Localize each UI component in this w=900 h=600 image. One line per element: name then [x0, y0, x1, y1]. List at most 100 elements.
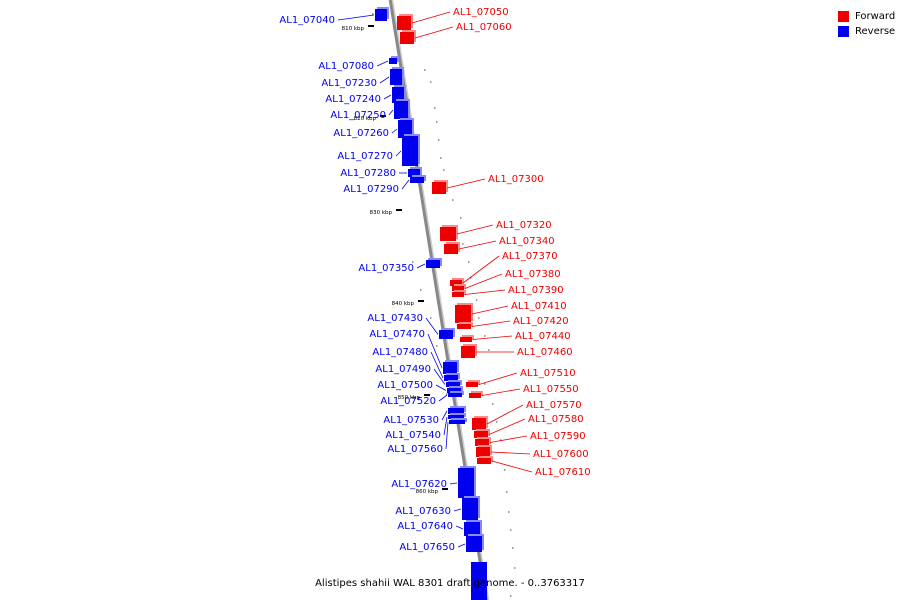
- tick-label: 850 kbp: [398, 395, 421, 401]
- reverse-gene-label: AL1_07290: [343, 184, 399, 195]
- forward-gene-label: AL1_07060: [456, 22, 512, 33]
- forward-gene: [397, 16, 411, 30]
- forward-connector: [486, 404, 524, 425]
- tick-mark: [380, 115, 386, 117]
- reverse-gene-label: AL1_07560: [387, 444, 443, 455]
- reverse-connector: [425, 317, 439, 335]
- reverse-connector: [443, 416, 448, 436]
- reverse-gene: [439, 330, 453, 339]
- reverse-connector: [445, 421, 449, 450]
- forward-gene-label: AL1_07340: [499, 236, 555, 247]
- reverse-gene: [448, 415, 464, 419]
- forward-gene: [455, 305, 471, 323]
- forward-connector: [478, 372, 518, 385]
- forward-gene: [452, 292, 464, 297]
- forward-gene: [457, 324, 471, 329]
- reverse-gene: [466, 536, 482, 552]
- tick-label: 860 kbp: [416, 489, 439, 495]
- tick-label: 810 kbp: [342, 26, 365, 32]
- reverse-gene: [410, 177, 424, 183]
- forward-connector: [414, 26, 454, 39]
- reverse-gene-label: AL1_07620: [391, 479, 447, 490]
- reverse-gene-label: AL1_07490: [375, 364, 431, 375]
- reverse-connector: [388, 109, 394, 116]
- forward-connector: [464, 289, 506, 295]
- reverse-gene: [426, 260, 440, 268]
- reverse-gene-label: AL1_07040: [279, 15, 335, 26]
- reverse-gene-label: AL1_07430: [367, 313, 423, 324]
- reverse-gene: [375, 9, 387, 21]
- forward-swatch: [838, 11, 849, 22]
- reverse-gene-label: AL1_07280: [340, 168, 396, 179]
- reverse-gene-label: AL1_07650: [399, 542, 455, 553]
- tick-mark: [442, 488, 448, 490]
- reverse-gene: [449, 420, 465, 424]
- reverse-swatch: [838, 26, 849, 37]
- reverse-gene-label: AL1_07520: [380, 396, 436, 407]
- reverse-connector: [441, 410, 448, 421]
- reverse-gene: [458, 468, 474, 498]
- reverse-gene: [448, 393, 462, 397]
- reverse-gene: [446, 382, 460, 387]
- forward-gene: [475, 439, 489, 446]
- reverse-gene-label: AL1_07540: [385, 430, 441, 441]
- forward-connector: [489, 435, 528, 443]
- reverse-connector: [438, 394, 448, 402]
- reverse-connector: [383, 94, 392, 100]
- genome-caption: Alistipes shahii WAL 8301 draft genome. …: [315, 578, 585, 589]
- forward-connector: [481, 388, 521, 396]
- forward-connector: [490, 451, 531, 455]
- reverse-gene-label: AL1_07230: [321, 78, 377, 89]
- reverse-connector: [416, 263, 426, 269]
- forward-connector: [462, 255, 500, 284]
- forward-gene: [432, 182, 446, 194]
- reverse-gene: [448, 408, 464, 414]
- forward-gene-label: AL1_07440: [515, 331, 571, 342]
- forward-gene-label: AL1_07600: [533, 449, 589, 460]
- forward-gene: [400, 32, 414, 44]
- forward-connector: [458, 240, 497, 250]
- forward-gene: [476, 447, 490, 457]
- reverse-connector: [430, 351, 444, 379]
- legend-label-forward: Forward: [855, 11, 896, 22]
- reverse-gene-label: AL1_07530: [383, 415, 439, 426]
- reverse-connector: [379, 76, 390, 84]
- forward-connector: [471, 305, 509, 315]
- reverse-gene-label: AL1_07470: [369, 329, 425, 340]
- reverse-gene-label: AL1_07080: [318, 61, 374, 72]
- reverse-gene: [464, 522, 480, 536]
- forward-gene-label: AL1_07050: [453, 7, 509, 18]
- reverse-connector: [337, 14, 375, 21]
- reverse-connector: [391, 128, 398, 134]
- reverse-gene-block: [471, 562, 487, 600]
- reverse-connector: [453, 508, 462, 512]
- forward-gene-label: AL1_07610: [535, 467, 591, 478]
- tick-label: 830 kbp: [370, 210, 393, 216]
- forward-gene: [444, 244, 458, 254]
- legend-item-reverse: Reverse: [838, 24, 895, 39]
- reverse-gene: [444, 375, 458, 381]
- forward-gene: [477, 458, 491, 464]
- reverse-gene: [398, 120, 412, 138]
- forward-connector: [464, 273, 503, 289]
- reverse-gene-label: AL1_07500: [377, 380, 433, 391]
- forward-gene-label: AL1_07320: [496, 220, 552, 231]
- reverse-connector: [401, 179, 410, 190]
- forward-gene: [474, 431, 488, 438]
- reverse-gene: [462, 498, 478, 520]
- forward-gene: [440, 227, 456, 241]
- forward-gene-label: AL1_07580: [528, 414, 584, 425]
- reverse-gene-label: AL1_07260: [333, 128, 389, 139]
- legend: Forward Reverse: [838, 9, 895, 39]
- reverse-gene-label: AL1_07250: [330, 110, 386, 121]
- reverse-gene-label: AL1_07240: [325, 94, 381, 105]
- reverse-connector: [457, 543, 466, 548]
- forward-gene-label: AL1_07550: [523, 384, 579, 395]
- forward-gene-label: AL1_07380: [505, 269, 561, 280]
- forward-connector: [471, 320, 511, 327]
- forward-gene-label: AL1_07460: [517, 347, 573, 358]
- reverse-connector: [433, 368, 446, 385]
- reverse-gene-label: AL1_07630: [395, 506, 451, 517]
- reverse-connector: [395, 150, 402, 157]
- forward-gene-label: AL1_07300: [488, 174, 544, 185]
